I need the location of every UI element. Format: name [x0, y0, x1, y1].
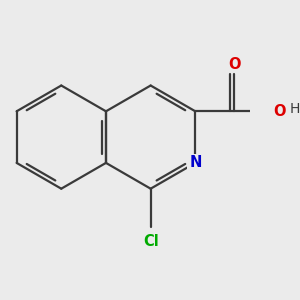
Text: O: O: [228, 57, 240, 72]
Text: H: H: [289, 102, 300, 116]
Text: Cl: Cl: [143, 234, 158, 249]
Text: N: N: [189, 155, 202, 170]
Text: O: O: [273, 104, 286, 119]
